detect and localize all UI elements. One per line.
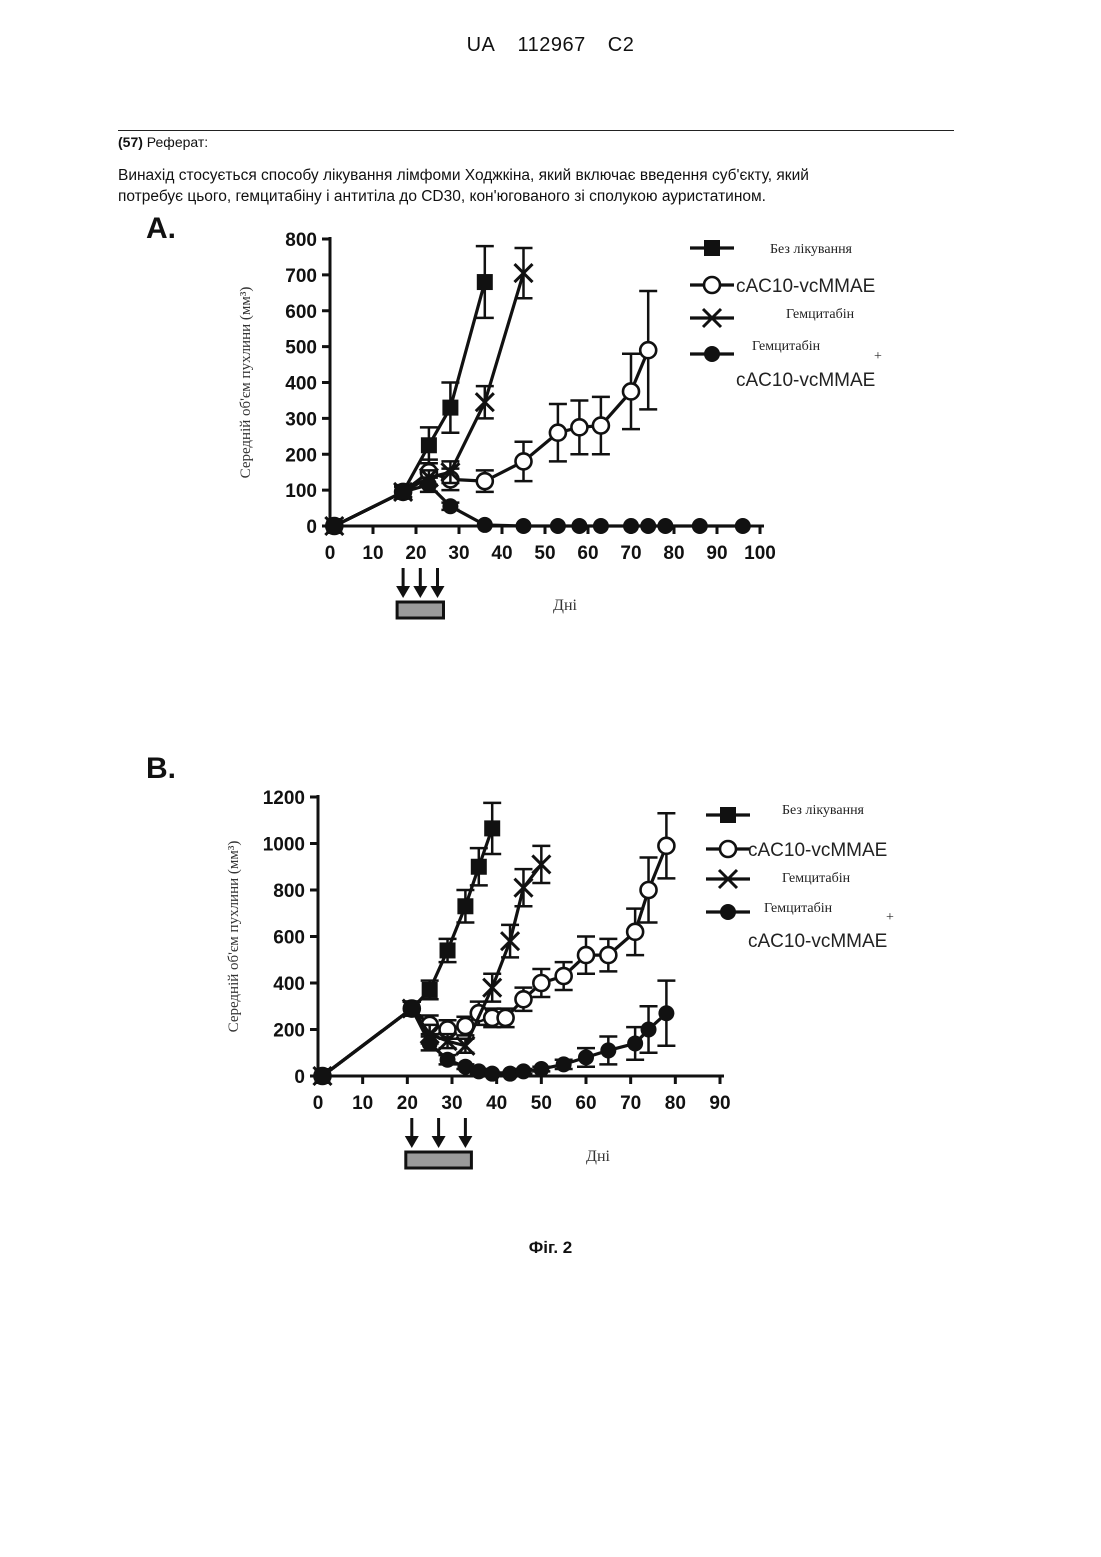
chart-b-point: [556, 1056, 572, 1072]
chart-b-x-tick-label: 50: [531, 1093, 552, 1114]
chart-b-y-tick-label: 800: [273, 881, 305, 902]
chart-b-y-tick-label: 200: [273, 1021, 305, 1042]
chart-b-legend-label: Гемцитабін: [782, 871, 851, 886]
chart-b-y-tick-label: 400: [273, 974, 305, 995]
chart-b-dose-arrow: [432, 1118, 446, 1148]
figure-caption: Фіг. 2: [0, 1238, 1101, 1258]
chart-b-point: [578, 947, 594, 963]
chart-b-legend-label: +: [886, 910, 894, 925]
chart-b-point: [422, 1035, 438, 1051]
chart-b-point: [498, 1010, 514, 1026]
chart-b-series-filled-circle: [314, 981, 675, 1084]
chart-b-legend-marker: [720, 904, 736, 920]
chart-b-dosing-bar: [406, 1152, 472, 1168]
chart-b-point: [627, 924, 643, 940]
chart-b-point: [471, 1063, 487, 1079]
chart-b-point: [404, 1001, 420, 1017]
chart-b-x-tick-label: 60: [575, 1093, 596, 1114]
chart-b-dose-arrow-head: [405, 1136, 419, 1148]
chart-b-point: [556, 968, 572, 984]
chart-b-point: [658, 1005, 674, 1021]
chart-b-point: [484, 1066, 500, 1082]
chart-b-dose-arrow-head: [458, 1136, 472, 1148]
chart-b-legend-marker: [720, 841, 736, 857]
chart-b-x-axis-label: Дні: [586, 1148, 610, 1165]
chart-b-x-tick-label: 10: [352, 1093, 373, 1114]
chart-b-point: [658, 838, 674, 854]
chart-b-dose-arrow: [458, 1118, 472, 1148]
chart-b-y-tick-label: 0: [294, 1067, 305, 1088]
chart-b-point: [627, 1035, 643, 1051]
chart-b-point: [641, 882, 657, 898]
chart-panel-b: 0 200 400 600 800 1000 1200 0 10 20 30 40 50 60 70 80 90…: [0, 0, 1101, 1300]
chart-b-point: [314, 1068, 330, 1084]
chart-b-y-axis-label: Середній об'єм пухлини (мм³): [226, 841, 242, 1033]
chart-b-point: [440, 942, 456, 958]
chart-b-dose-arrow-head: [432, 1136, 446, 1148]
chart-b-point: [515, 991, 531, 1007]
chart-b-series-filled-square: [314, 803, 501, 1084]
chart-b-point: [502, 1066, 518, 1082]
chart-b-legend: Без лікування cAC10-vcMMAE Гемцитабін Гемци…: [706, 803, 894, 952]
chart-b-x-tick-label: 0: [313, 1093, 324, 1114]
chart-b-point: [484, 820, 500, 836]
chart-b-x-tick-label: 30: [441, 1093, 462, 1114]
chart-b-point: [600, 1042, 616, 1058]
chart-b-point: [600, 947, 616, 963]
chart-b-legend-label: Без лікування: [782, 803, 865, 818]
chart-b-y-tick-label: 600: [273, 928, 305, 949]
chart-b-point: [533, 1061, 549, 1077]
chart-b-dose-arrow: [405, 1118, 419, 1148]
chart-b-legend-marker: [720, 807, 736, 823]
chart-b-x-tick-label: 40: [486, 1093, 507, 1114]
chart-b-point: [440, 1052, 456, 1068]
chart-b-y-tick-label: 1200: [263, 788, 305, 809]
chart-b-point: [533, 975, 549, 991]
chart-b-x-tick-label: 20: [397, 1093, 418, 1114]
chart-b-point: [457, 898, 473, 914]
chart-b-legend-label: Гемцитабін: [764, 901, 833, 916]
chart-b-point: [515, 1063, 531, 1079]
chart-b-y-tick-label: 1000: [263, 835, 305, 856]
chart-b-point: [471, 859, 487, 875]
chart-b-point: [422, 982, 438, 998]
chart-b-point: [578, 1049, 594, 1065]
chart-b-x-tick-label: 80: [665, 1093, 686, 1114]
chart-b-legend-label: cAC10-vcMMAE: [748, 931, 887, 952]
chart-b-x-tick-label: 90: [709, 1093, 730, 1114]
chart-b-point: [641, 1022, 657, 1038]
chart-b-x-tick-label: 70: [620, 1093, 641, 1114]
chart-b-legend-label: cAC10-vcMMAE: [748, 840, 887, 861]
